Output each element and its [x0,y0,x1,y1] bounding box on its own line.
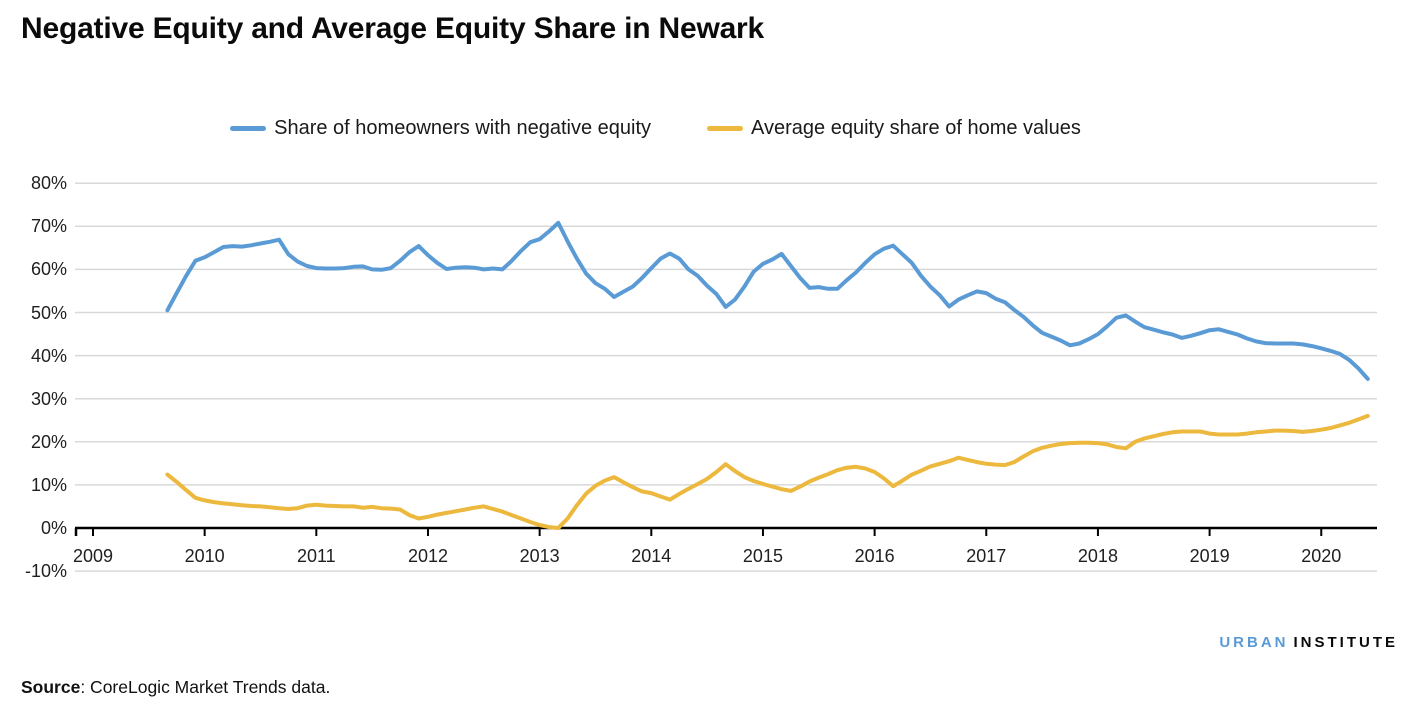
x-tick-label: 2014 [631,546,672,566]
source-text: : CoreLogic Market Trends data. [80,677,331,697]
logo-institute-text: INSTITUTE [1293,634,1398,651]
y-tick-label: 0% [40,518,67,538]
x-tick-label: 2013 [519,546,560,566]
negative-equity-line [165,220,1370,381]
x-tick-label: 2012 [407,546,448,566]
legend-item-negative-equity: Share of homeowners with negative equity [230,117,651,140]
urban-institute-logo: URBAN INSTITUTE [1219,634,1398,651]
y-tick-label: 60% [30,259,67,280]
x-tick-label: 2009 [72,546,114,566]
y-tick-label: 30% [30,388,67,409]
x-tick-label: 2017 [966,546,1007,566]
x-tick-label: 2020 [1301,546,1342,566]
legend-item-average-equity: Average equity share of home values [707,117,1081,140]
legend-swatch-blue-line [230,125,267,131]
source-note: Source: CoreLogic Market Trends data. [21,677,330,698]
y-tick-label: 10% [30,474,67,495]
y-tick-label: 20% [30,431,67,452]
x-tick-label: 2015 [742,546,783,566]
x-tick-label: 2018 [1077,546,1118,566]
x-tick-label: 2019 [1189,546,1230,566]
x-tick-label: 2016 [854,546,895,566]
y-tick-label: 40% [30,345,67,366]
x-tick-label: 2011 [296,546,336,566]
x-tick-label: 2010 [184,546,225,566]
average-equity-line [165,413,1370,530]
y-tick-label: -10% [24,561,67,582]
legend-swatch-yellow-line [707,125,744,131]
legend-label-negative-equity: Share of homeowners with negative equity [274,116,652,139]
source-label: Source [21,677,81,697]
y-tick-label: 70% [30,216,67,237]
chart-title: Negative Equity and Average Equity Share… [21,12,765,45]
legend-label-average-equity: Average equity share of home values [751,116,1081,139]
legend: Share of homeowners with negative equity… [0,112,1369,144]
y-tick-label: 80% [30,173,67,194]
y-tick-label: 50% [30,302,67,323]
logo-urban-text: URBAN [1219,634,1289,651]
